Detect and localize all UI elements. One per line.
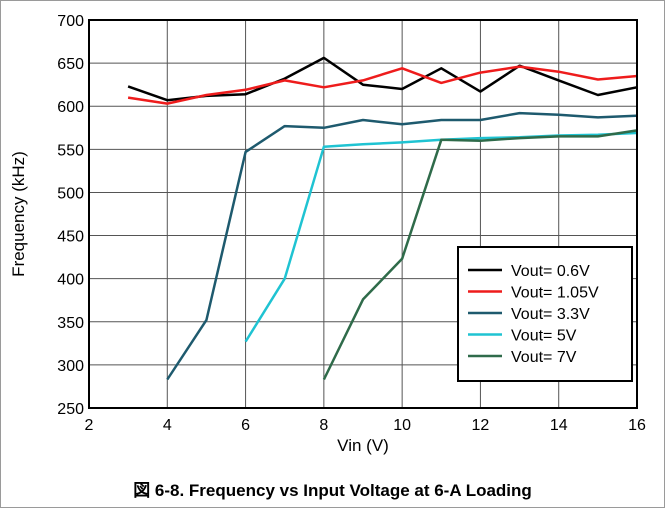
legend-label-3: Vout= 5V (511, 328, 577, 345)
series-line-1 (127, 65, 638, 105)
legend-label-1: Vout= 1.05V (511, 285, 599, 302)
x-tick-label: 14 (550, 417, 568, 434)
y-tick-label: 250 (57, 401, 84, 418)
x-tick-label: 12 (472, 417, 490, 434)
y-tick-label: 550 (57, 142, 84, 159)
y-tick-label: 500 (57, 185, 84, 202)
frequency-vs-vin-chart: 2 4 6 8 10 12 14 16 250 300 350 400 450 500 550 600 650… (9, 13, 646, 455)
y-tick-label: 700 (57, 13, 84, 30)
y-tick-labels: 250 300 350 400 450 500 550 600 650 700 (57, 13, 84, 418)
y-axis-label: Frequency (kHz) (9, 151, 28, 277)
series-lines (127, 56, 638, 381)
y-tick-label: 450 (57, 229, 84, 246)
series-line-4 (322, 129, 638, 381)
x-tick-labels: 2 4 6 8 10 12 14 16 (85, 417, 646, 434)
x-tick-label: 6 (241, 417, 250, 434)
y-tick-label: 600 (57, 99, 84, 116)
legend-label-4: Vout= 7V (511, 349, 577, 366)
legend-label-2: Vout= 3.3V (511, 306, 590, 323)
x-tick-label: 16 (628, 417, 646, 434)
series-line-2 (166, 111, 638, 381)
x-tick-label: 10 (393, 417, 411, 434)
plot-area (88, 19, 638, 409)
series-line-0 (127, 56, 638, 102)
y-tick-label: 300 (57, 358, 84, 375)
legend-label-0: Vout= 0.6V (511, 263, 590, 280)
figure-caption: 図 6-8. Frequency vs Input Voltage at 6-A… (133, 481, 532, 500)
legend: Vout= 0.6V Vout= 1.05V Vout= 3.3V Vout= 5V V… (457, 246, 633, 382)
y-tick-label: 350 (57, 315, 84, 332)
y-tick-label: 650 (57, 56, 84, 73)
x-tick-label: 8 (319, 417, 328, 434)
y-tick-label: 400 (57, 272, 84, 289)
x-tick-label: 4 (163, 417, 172, 434)
x-axis-label: Vin (V) (337, 436, 389, 455)
x-tick-label: 2 (85, 417, 94, 434)
